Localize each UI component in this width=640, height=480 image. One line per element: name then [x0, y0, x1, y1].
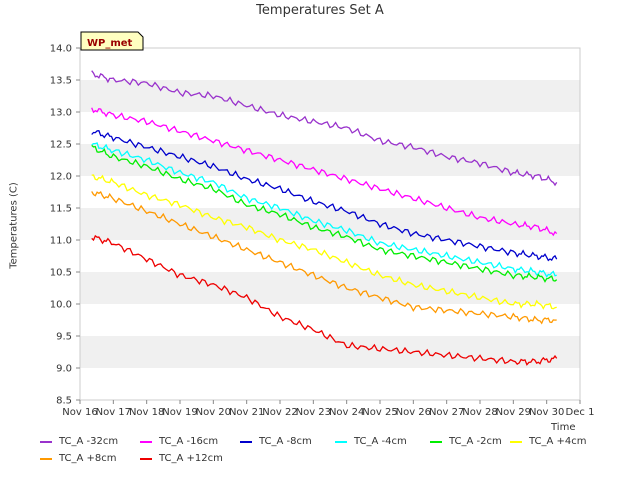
- series-line: [91, 144, 558, 283]
- y-tick-label: 11.5: [50, 204, 72, 215]
- legend-swatch: [140, 457, 152, 460]
- y-axis-ticks: 8.5 9.0 9.5 10.0 10.5 11.0 11.5 12.0 12.5 13.0 13.…: [50, 44, 80, 407]
- grid-bands: [80, 48, 580, 400]
- x-tick-label: Nov 20: [196, 407, 231, 418]
- annotation-text: WP_met: [87, 38, 133, 49]
- legend-swatch: [510, 440, 522, 443]
- y-tick-label: 10.5: [50, 268, 72, 279]
- legend-label: TC_A -32cm: [59, 436, 119, 447]
- legend-item: TC_A +12cm: [140, 453, 223, 465]
- y-tick-label: 8.5: [56, 396, 72, 407]
- legend-swatch: [240, 440, 252, 443]
- x-tick-label: Nov 28: [462, 407, 497, 418]
- x-tick-label: Nov 30: [529, 407, 564, 418]
- legend-item: TC_A -16cm: [140, 436, 218, 448]
- x-tick-label: Dec 1: [566, 407, 595, 418]
- x-tick-label: Nov 17: [96, 407, 131, 418]
- legend-item: TC_A +4cm: [510, 436, 587, 448]
- x-tick-label: Nov 26: [396, 407, 431, 418]
- legend-label: TC_A -2cm: [449, 436, 502, 447]
- legend-item: TC_A -32cm: [40, 436, 118, 448]
- grid-band: [80, 240, 580, 272]
- series-line: [91, 142, 557, 278]
- y-tick-label: 11.0: [50, 236, 72, 247]
- x-tick-label: Nov 18: [129, 407, 164, 418]
- legend-swatch: [430, 440, 442, 443]
- grid-band: [80, 176, 580, 208]
- legend-label: TC_A -4cm: [354, 436, 407, 447]
- y-tick-label: 14.0: [50, 44, 72, 55]
- plot-frame: [79, 47, 581, 401]
- x-tick-label: Nov 29: [496, 407, 531, 418]
- legend-label: TC_A -16cm: [159, 436, 219, 447]
- y-tick-label: 12.0: [50, 172, 72, 183]
- y-tick-label: 12.5: [50, 140, 72, 151]
- legend-swatch: [40, 457, 52, 460]
- legend-label: TC_A +4cm: [529, 436, 587, 447]
- x-tick-label: Nov 19: [162, 407, 197, 418]
- grid-band: [80, 144, 580, 176]
- legend-swatch: [40, 440, 52, 443]
- legend-item: TC_A -8cm: [240, 436, 312, 448]
- series-line: [91, 234, 558, 366]
- grid-band: [80, 48, 580, 80]
- annotation-box: [80, 31, 144, 51]
- legend-label: TC_A +8cm: [59, 453, 117, 464]
- x-tick-label: Nov 22: [262, 407, 297, 418]
- legend-label: TC_A +12cm: [159, 453, 223, 464]
- legend-item: TC_A +8cm: [40, 453, 117, 465]
- x-tick-label: Nov 16: [62, 407, 97, 418]
- series-line: [91, 174, 557, 310]
- legend-item: TC_A -2cm: [430, 436, 502, 448]
- x-tick-label: Nov 21: [229, 407, 264, 418]
- legend-swatch: [335, 440, 347, 443]
- series-line: [91, 191, 557, 325]
- grid-band: [80, 304, 580, 336]
- y-tick-label: 13.5: [50, 76, 72, 87]
- x-tick-label: Nov 25: [362, 407, 397, 418]
- series-lines: [91, 70, 558, 366]
- x-axis-label: Time: [551, 422, 576, 433]
- y-tick-label: 9.5: [56, 332, 72, 343]
- legend-item: TC_A -4cm: [335, 436, 407, 448]
- grid-band: [80, 80, 580, 112]
- grid-band: [80, 368, 580, 400]
- x-tick-label: Nov 23: [296, 407, 331, 418]
- y-tick-label: 10.0: [50, 300, 72, 311]
- x-tick-label: Nov 24: [329, 407, 364, 418]
- y-tick-label: 9.0: [56, 364, 72, 375]
- legend-swatch: [140, 440, 152, 443]
- series-line: [91, 107, 558, 237]
- legend-label: TC_A -8cm: [259, 436, 312, 447]
- annotation-badge: WP_met: [80, 31, 144, 51]
- chart-title: Temperatures Set A: [256, 3, 384, 18]
- y-tick-label: 13.0: [50, 108, 72, 119]
- x-tick-label: Nov 27: [429, 407, 464, 418]
- series-line: [91, 129, 558, 262]
- y-axis-label: Temperatures (C): [8, 182, 20, 269]
- series-line: [91, 70, 558, 187]
